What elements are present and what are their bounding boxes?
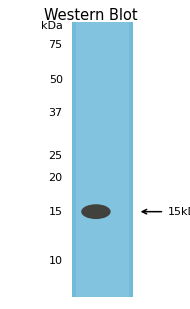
Text: 75: 75 — [49, 40, 63, 50]
Text: 15kDa: 15kDa — [168, 207, 190, 217]
Text: 15: 15 — [49, 207, 63, 217]
Text: 20: 20 — [49, 173, 63, 183]
Bar — [72, 22, 76, 297]
Text: 25: 25 — [49, 151, 63, 161]
Ellipse shape — [81, 204, 111, 219]
Text: Western Blot: Western Blot — [44, 8, 138, 23]
Bar — [72, 22, 133, 297]
Text: 50: 50 — [49, 75, 63, 85]
Bar — [129, 22, 133, 297]
Text: 37: 37 — [49, 108, 63, 118]
Text: 10: 10 — [49, 256, 63, 266]
Text: kDa: kDa — [41, 21, 63, 31]
